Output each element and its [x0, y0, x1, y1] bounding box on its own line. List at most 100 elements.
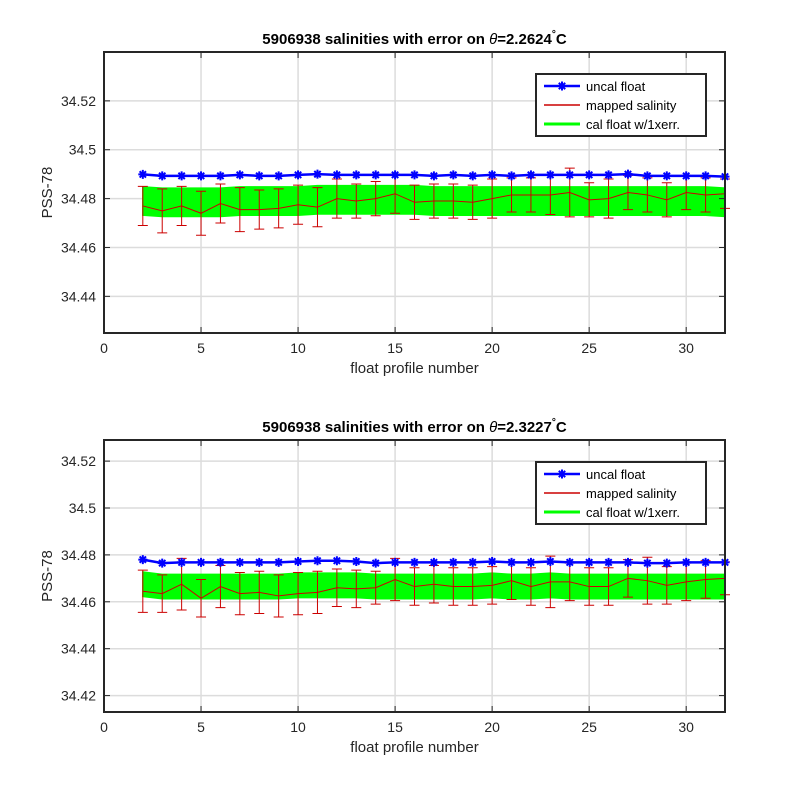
x-tick-label: 25	[581, 719, 597, 735]
uncal-float-marker	[565, 558, 574, 567]
uncal-float-marker	[546, 557, 555, 566]
uncal-float-marker	[352, 557, 361, 566]
chart-1: 0 5 10 15 20 25 30 34.44 34.46 34.48 34.5 34.52 floa…	[39, 29, 730, 377]
uncal-float-marker	[526, 558, 535, 567]
uncal-float-marker	[138, 555, 147, 564]
chart-title-value: =2.3227	[497, 419, 552, 436]
x-tick-label: 10	[290, 719, 306, 735]
x-tick-label: 15	[387, 340, 403, 356]
chart-title-unit: C	[556, 419, 567, 436]
y-tick-label: 34.44	[61, 641, 96, 657]
uncal-float-marker	[488, 557, 497, 566]
chart-title-prefix: 5906938 salinities with error on	[262, 31, 489, 48]
uncal-float-marker	[216, 171, 225, 180]
y-tick-label: 34.44	[61, 288, 96, 304]
x-tick-label: 0	[100, 340, 108, 356]
uncal-float-marker	[332, 170, 341, 179]
uncal-float-marker	[158, 171, 167, 180]
y-tick-label: 34.52	[61, 453, 96, 469]
uncal-float-marker	[138, 170, 147, 179]
chart-title: 5906938 salinities with error on θ=2.322…	[262, 417, 567, 436]
uncal-float-marker	[662, 559, 671, 568]
uncal-float-marker	[294, 557, 303, 566]
uncal-float-marker	[585, 170, 594, 179]
x-tick-label: 20	[484, 340, 500, 356]
uncal-float-marker	[526, 170, 535, 179]
uncal-float-marker	[507, 558, 516, 567]
uncal-float-marker	[177, 171, 186, 180]
uncal-float-marker	[313, 170, 322, 179]
uncal-float-marker	[274, 171, 283, 180]
uncal-float-marker	[623, 558, 632, 567]
legend-label: uncal float	[586, 467, 646, 482]
legend-label: cal float w/1xerr.	[586, 117, 680, 132]
uncal-float-marker	[313, 556, 322, 565]
y-tick-label: 34.46	[61, 594, 96, 610]
uncal-float-marker	[468, 171, 477, 180]
chart-2: 0 5 10 15 20 25 30 34.42 34.44 34.46 34.48 34.5 34.5…	[39, 417, 730, 756]
uncal-float-marker	[488, 170, 497, 179]
chart-title-theta: θ	[489, 31, 497, 48]
uncal-float-marker	[216, 558, 225, 567]
legend: uncal float mapped salinity cal float w/1x…	[536, 74, 706, 136]
uncal-float-marker	[371, 559, 380, 568]
uncal-float-marker	[623, 170, 632, 179]
y-tick-label: 34.48	[61, 547, 96, 563]
x-tick-label: 15	[387, 719, 403, 735]
legend-label: cal float w/1xerr.	[586, 505, 680, 520]
legend-marker	[558, 82, 567, 91]
uncal-float-marker	[701, 558, 710, 567]
legend: uncal float mapped salinity cal float w/1x…	[536, 462, 706, 524]
uncal-float-marker	[235, 170, 244, 179]
uncal-float-marker	[643, 559, 652, 568]
y-axis-label: PSS-78	[39, 550, 56, 602]
legend-marker	[558, 470, 567, 479]
legend-label: mapped salinity	[586, 486, 677, 501]
uncal-float-marker	[197, 171, 206, 180]
uncal-float-marker	[585, 558, 594, 567]
y-tick-label: 34.5	[69, 142, 96, 158]
chart-title-value: =2.2624	[497, 31, 552, 48]
x-tick-label: 30	[678, 340, 694, 356]
y-tick-label: 34.52	[61, 93, 96, 109]
y-axis-label: PSS-78	[39, 167, 56, 219]
uncal-float-marker	[604, 558, 613, 567]
uncal-float-marker	[701, 171, 710, 180]
chart-title: 5906938 salinities with error on θ=2.262…	[262, 29, 567, 48]
x-tick-label: 0	[100, 719, 108, 735]
chart-title-unit: C	[556, 31, 567, 48]
uncal-float-marker	[410, 558, 419, 567]
uncal-float-marker	[565, 170, 574, 179]
uncal-float-marker	[507, 171, 516, 180]
uncal-float-marker	[352, 170, 361, 179]
y-tick-label: 34.46	[61, 239, 96, 255]
x-tick-label: 10	[290, 340, 306, 356]
chart-title-prefix: 5906938 salinities with error on	[262, 419, 489, 436]
uncal-float-marker	[662, 171, 671, 180]
x-tick-label: 25	[581, 340, 597, 356]
uncal-float-marker	[429, 558, 438, 567]
uncal-float-marker	[332, 556, 341, 565]
legend-label: mapped salinity	[586, 98, 677, 113]
x-axis-label: float profile number	[350, 739, 478, 756]
uncal-float-marker	[255, 171, 264, 180]
legend-label: uncal float	[586, 79, 646, 94]
uncal-float-marker	[429, 171, 438, 180]
uncal-float-marker	[682, 171, 691, 180]
x-tick-label: 30	[678, 719, 694, 735]
uncal-float-marker	[371, 170, 380, 179]
uncal-float-marker	[255, 558, 264, 567]
uncal-float-marker	[682, 558, 691, 567]
uncal-float-marker	[449, 170, 458, 179]
uncal-float-marker	[643, 171, 652, 180]
uncal-float-marker	[391, 558, 400, 567]
uncal-float-marker	[604, 170, 613, 179]
uncal-float-marker	[177, 558, 186, 567]
uncal-float-marker	[235, 558, 244, 567]
y-tick-label: 34.42	[61, 688, 96, 704]
y-tick-label: 34.48	[61, 191, 96, 207]
y-tick-label: 34.5	[69, 500, 96, 516]
uncal-float-marker	[197, 558, 206, 567]
uncal-float-marker	[274, 558, 283, 567]
